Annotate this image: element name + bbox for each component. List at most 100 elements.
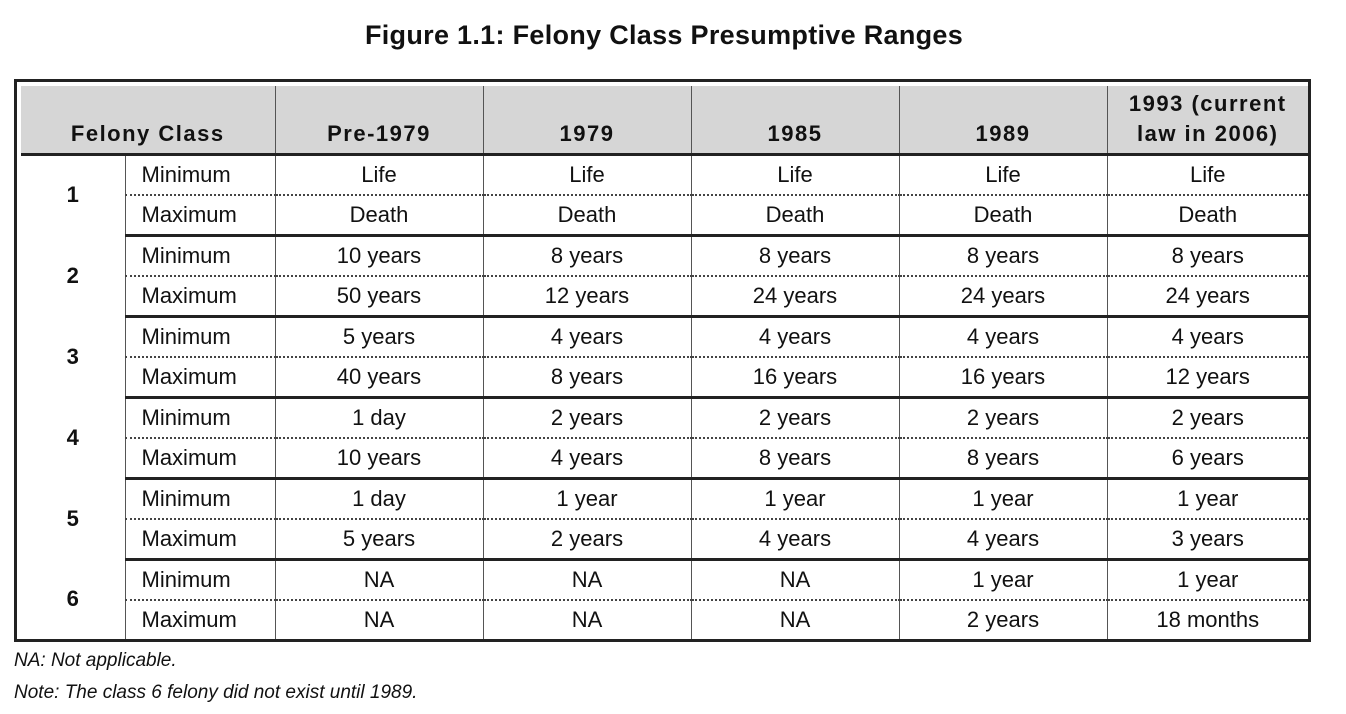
maximum-value-cell: 12 years xyxy=(482,275,691,318)
minimum-value-cell: 1 year xyxy=(1106,559,1308,601)
maximum-value-cell: 6 years xyxy=(1106,437,1308,480)
minimum-value-cell: 8 years xyxy=(1106,235,1308,277)
felony-class-cell: 3 xyxy=(66,343,79,369)
maximum-value-cell: 16 years xyxy=(898,356,1107,399)
table-row: Maximum 5 years 2 years 4 years 4 years 3 yea… xyxy=(21,518,1308,561)
header-1993: 1993 (current law in 2006) xyxy=(1106,86,1308,156)
felony-class-cell: 1 xyxy=(66,182,79,208)
header-1985: 1985 xyxy=(690,86,899,156)
maximum-label: Maximum xyxy=(124,194,275,237)
maximum-value-cell: NA xyxy=(482,599,691,639)
note-class6: Note: The class 6 felony did not exist u… xyxy=(14,682,418,703)
maximum-value-cell: 8 years xyxy=(690,437,899,480)
minimum-value-cell: 1 day xyxy=(274,397,483,439)
maximum-label: Maximum xyxy=(124,275,275,318)
minimum-value-cell: 4 years xyxy=(690,316,899,358)
minimum-value-cell: 5 years xyxy=(274,316,483,358)
table-row: 4 Minimum 1 day 2 years 2 years 2 years 2 year… xyxy=(21,397,1308,450)
minimum-value-cell: 8 years xyxy=(690,235,899,277)
maximum-label: Maximum xyxy=(124,356,275,399)
maximum-value-cell: NA xyxy=(690,599,899,639)
header-felony-class: Felony Class xyxy=(21,86,275,156)
minimum-value-cell: NA xyxy=(690,559,899,601)
felony-range-table: Felony Class Pre-1979 1979 1985 1989 199… xyxy=(21,86,1308,639)
maximum-value-cell: NA xyxy=(274,599,483,639)
minimum-label: Minimum xyxy=(124,235,275,277)
maximum-value-cell: Death xyxy=(898,194,1107,237)
maximum-value-cell: 4 years xyxy=(898,518,1107,561)
minimum-value-cell: 4 years xyxy=(898,316,1107,358)
table-row: 3 Minimum 5 years 4 years 4 years 4 years 4 ye… xyxy=(21,316,1308,369)
maximum-label: Maximum xyxy=(124,518,275,561)
table-row: Maximum NA NA NA 2 years 18 months xyxy=(21,599,1308,639)
note-na: NA: Not applicable. xyxy=(14,650,177,671)
maximum-value-cell: 3 years xyxy=(1106,518,1308,561)
maximum-value-cell: Death xyxy=(482,194,691,237)
minimum-value-cell: Life xyxy=(690,154,899,196)
minimum-value-cell: Life xyxy=(898,154,1107,196)
table-row: Maximum 10 years 4 years 8 years 8 years 6 ye… xyxy=(21,437,1308,480)
minimum-value-cell: 10 years xyxy=(274,235,483,277)
table-frame: Felony Class Pre-1979 1979 1985 1989 199… xyxy=(14,79,1311,642)
maximum-label: Maximum xyxy=(124,437,275,480)
felony-class-cell: 6 xyxy=(66,585,79,611)
felony-class-cell: 5 xyxy=(66,505,79,531)
table-row: 2 Minimum 10 years 8 years 8 years 8 years 8 y… xyxy=(21,235,1308,288)
header-row: Felony Class Pre-1979 1979 1985 1989 199… xyxy=(21,86,1308,156)
figure-title: Figure 1.1: Felony Class Presumptive Ran… xyxy=(364,20,964,50)
minimum-value-cell: 2 years xyxy=(898,397,1107,439)
minimum-value-cell: 1 year xyxy=(482,478,691,520)
minimum-value-cell: 4 years xyxy=(1106,316,1308,358)
minimum-value-cell: 2 years xyxy=(482,397,691,439)
minimum-value-cell: 4 years xyxy=(482,316,691,358)
maximum-value-cell: 24 years xyxy=(690,275,899,318)
table-row: Maximum 50 years 12 years 24 years 24 years 2… xyxy=(21,275,1308,318)
minimum-value-cell: 1 year xyxy=(690,478,899,520)
minimum-value-cell: 2 years xyxy=(690,397,899,439)
table-row: 6 Minimum NA NA NA 1 year 1 year xyxy=(21,559,1308,611)
maximum-value-cell: 2 years xyxy=(482,518,691,561)
maximum-value-cell: 50 years xyxy=(274,275,483,318)
table-row: 1 Minimum Life Life Life Life Life xyxy=(21,154,1308,207)
minimum-value-cell: 8 years xyxy=(482,235,691,277)
minimum-value-cell: NA xyxy=(274,559,483,601)
minimum-label: Minimum xyxy=(124,316,275,358)
maximum-value-cell: 16 years xyxy=(690,356,899,399)
table-row: Maximum Death Death Death Death Death xyxy=(21,194,1308,237)
maximum-value-cell: 10 years xyxy=(274,437,483,480)
minimum-value-cell: 1 day xyxy=(274,478,483,520)
minimum-value-cell: Life xyxy=(482,154,691,196)
minimum-value-cell: Life xyxy=(1106,154,1308,196)
maximum-value-cell: Death xyxy=(1106,194,1308,237)
maximum-value-cell: 40 years xyxy=(274,356,483,399)
minimum-label: Minimum xyxy=(124,478,275,520)
minimum-value-cell: NA xyxy=(482,559,691,601)
maximum-label: Maximum xyxy=(124,599,275,639)
maximum-value-cell: 8 years xyxy=(898,437,1107,480)
maximum-value-cell: 24 years xyxy=(898,275,1107,318)
maximum-value-cell: 5 years xyxy=(274,518,483,561)
minimum-label: Minimum xyxy=(124,397,275,439)
maximum-value-cell: 8 years xyxy=(482,356,691,399)
minimum-label: Minimum xyxy=(124,154,275,196)
minimum-value-cell: 1 year xyxy=(898,478,1107,520)
maximum-value-cell: Death xyxy=(690,194,899,237)
minimum-value-cell: 1 year xyxy=(1106,478,1308,520)
minimum-value-cell: 2 years xyxy=(1106,397,1308,439)
maximum-value-cell: 4 years xyxy=(482,437,691,480)
minimum-value-cell: Life xyxy=(274,154,483,196)
maximum-value-cell: Death xyxy=(274,194,483,237)
table-row: 5 Minimum 1 day 1 year 1 year 1 year 1 year xyxy=(21,478,1308,531)
minimum-value-cell: 1 year xyxy=(898,559,1107,601)
header-1989: 1989 xyxy=(898,86,1107,156)
maximum-value-cell: 2 years xyxy=(898,599,1107,639)
maximum-value-cell: 18 months xyxy=(1106,599,1308,639)
table-row: Maximum 40 years 8 years 16 years 16 years 12… xyxy=(21,356,1308,399)
felony-class-cell: 2 xyxy=(66,262,79,288)
header-pre-1979: Pre-1979 xyxy=(274,86,483,156)
header-1979: 1979 xyxy=(482,86,691,156)
minimum-value-cell: 8 years xyxy=(898,235,1107,277)
maximum-value-cell: 24 years xyxy=(1106,275,1308,318)
minimum-label: Minimum xyxy=(124,559,275,601)
felony-class-cell: 4 xyxy=(66,424,79,450)
